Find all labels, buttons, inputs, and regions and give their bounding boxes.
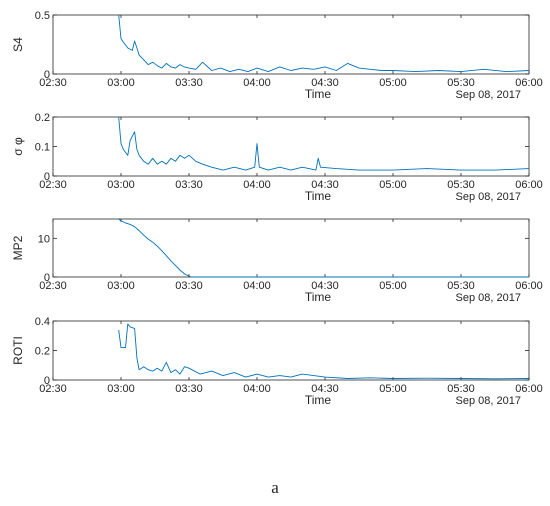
x-tick-label: 05:00 <box>379 77 407 89</box>
axes-box <box>52 14 530 75</box>
x-tick-label: 04:00 <box>243 179 271 191</box>
x-tick-label: 03:00 <box>107 383 135 395</box>
x-tick-label: 05:00 <box>379 280 407 292</box>
figure-canvas: 02:30 03:00 03:30 04:00 04:30 05:00 05:30 06:00… <box>11 10 543 407</box>
x-tick-label: 04:00 <box>243 383 271 395</box>
chart-panel-2: 02:30 03:00 03:30 04:00 04:30 05:00 05:30 06:00… <box>11 112 543 203</box>
y-axis-label: MP2 <box>11 235 25 260</box>
x-tick-label: 06:00 <box>515 179 543 191</box>
x-tick-label: 05:30 <box>447 179 475 191</box>
x-tick-label: 04:00 <box>243 77 271 89</box>
y-tick-label: 0.4 <box>35 316 50 328</box>
x-tick-label: 03:30 <box>175 179 203 191</box>
x-tick-label: 04:00 <box>243 280 271 292</box>
y-tick-label: 10 <box>38 233 50 245</box>
x-tick-label: 05:00 <box>379 179 407 191</box>
x-tick-label: 06:00 <box>515 383 543 395</box>
chart-panel-1: 02:30 03:00 03:30 04:00 04:30 05:00 05:30 06:00… <box>11 10 543 101</box>
y-tick-label: 0 <box>44 171 50 183</box>
axes-box <box>52 320 530 381</box>
date-label: Sep 08, 2017 <box>456 191 521 203</box>
x-tick-label: 02:30 <box>39 77 67 89</box>
y-tick-label: 0 <box>44 272 50 284</box>
axes-box <box>52 116 530 177</box>
chart-panel-3: 02:30 03:00 03:30 04:00 04:30 05:00 05:30 06:00… <box>11 218 543 304</box>
chart-panel-4: 02:30 03:00 03:30 04:00 04:30 05:00 05:30 06:00… <box>11 316 543 407</box>
series-line-1 <box>118 116 530 171</box>
y-tick-label: 0.2 <box>35 346 50 358</box>
x-tick-label: 03:30 <box>175 280 203 292</box>
y-tick-label: 0.2 <box>35 112 50 124</box>
x-tick-label: 04:30 <box>311 77 339 89</box>
x-axis-label: Time <box>305 189 332 203</box>
series-line-1 <box>118 218 529 278</box>
x-axis-label: Time <box>305 87 332 101</box>
x-tick-label: 05:00 <box>379 383 407 395</box>
x-tick-label: 04:30 <box>311 280 339 292</box>
date-label: Sep 08, 2017 <box>456 395 521 407</box>
x-tick-label: 06:00 <box>515 77 543 89</box>
x-tick-label: 03:00 <box>107 77 135 89</box>
date-label: Sep 08, 2017 <box>456 89 521 101</box>
y-axis-label: σ φ <box>11 137 25 156</box>
x-tick-label: 03:00 <box>107 280 135 292</box>
x-tick-label: 05:30 <box>447 280 475 292</box>
x-tick-label: 06:00 <box>515 280 543 292</box>
y-tick-label: 0 <box>44 69 50 81</box>
x-tick-label: 03:30 <box>175 383 203 395</box>
x-tick-label: 03:30 <box>175 77 203 89</box>
x-axis-label: Time <box>305 393 332 407</box>
figure-caption: a <box>271 478 279 497</box>
x-tick-label: 04:30 <box>311 179 339 191</box>
x-tick-label: 02:30 <box>39 383 67 395</box>
x-tick-label: 02:30 <box>39 179 67 191</box>
date-label: Sep 08, 2017 <box>456 292 521 304</box>
x-tick-label: 05:30 <box>447 383 475 395</box>
y-tick-label: 0 <box>44 375 50 387</box>
y-tick-label: 0.1 <box>35 142 50 154</box>
series-line-1 <box>118 14 530 73</box>
y-axis-label: S4 <box>11 37 25 52</box>
x-axis-label: Time <box>305 290 332 304</box>
y-tick-label: 0.5 <box>35 10 50 22</box>
x-tick-label: 04:30 <box>311 383 339 395</box>
x-tick-label: 03:00 <box>107 179 135 191</box>
y-axis-label: ROTI <box>11 336 25 365</box>
series-line-1 <box>118 323 530 380</box>
axes-box <box>52 218 530 278</box>
x-tick-label: 02:30 <box>39 280 67 292</box>
x-tick-label: 05:30 <box>447 77 475 89</box>
